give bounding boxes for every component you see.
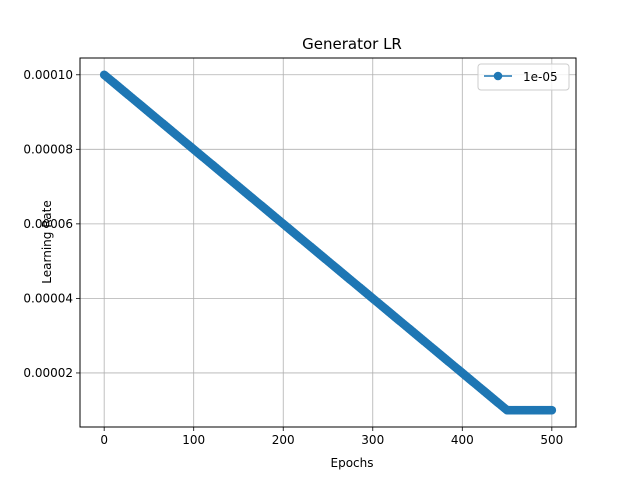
y-ticks: 0.00002 0.00004 0.00006 0.00008 0.00010 [23, 68, 80, 380]
y-tick-label: 0.00008 [23, 142, 73, 156]
x-ticks: 0 100 200 300 400 500 [100, 427, 563, 447]
x-tick-label: 300 [361, 433, 384, 447]
legend-marker-swatch [493, 71, 503, 81]
x-tick-label: 100 [182, 433, 205, 447]
y-tick-label: 0.00004 [23, 291, 73, 305]
legend-frame [477, 63, 570, 91]
y-tick-label: 0.00006 [23, 217, 73, 231]
x-tick-label: 0 [100, 433, 108, 447]
y-tick-label: 0.00010 [23, 68, 73, 82]
x-axis-label: Epochs [331, 456, 374, 470]
x-tick-label: 200 [272, 433, 295, 447]
legend-entry-label: 1e-05 [523, 70, 558, 84]
series-layer [99, 70, 557, 415]
x-tick-label: 500 [540, 433, 563, 447]
legend: 1e-05 [477, 63, 570, 91]
y-tick-label: 0.00002 [23, 366, 73, 380]
y-axis-label: Learning Rate [40, 200, 54, 283]
axes-frame [79, 57, 577, 428]
chart-title: Generator LR [302, 35, 402, 53]
data-point [547, 405, 557, 415]
x-tick-label: 400 [451, 433, 474, 447]
